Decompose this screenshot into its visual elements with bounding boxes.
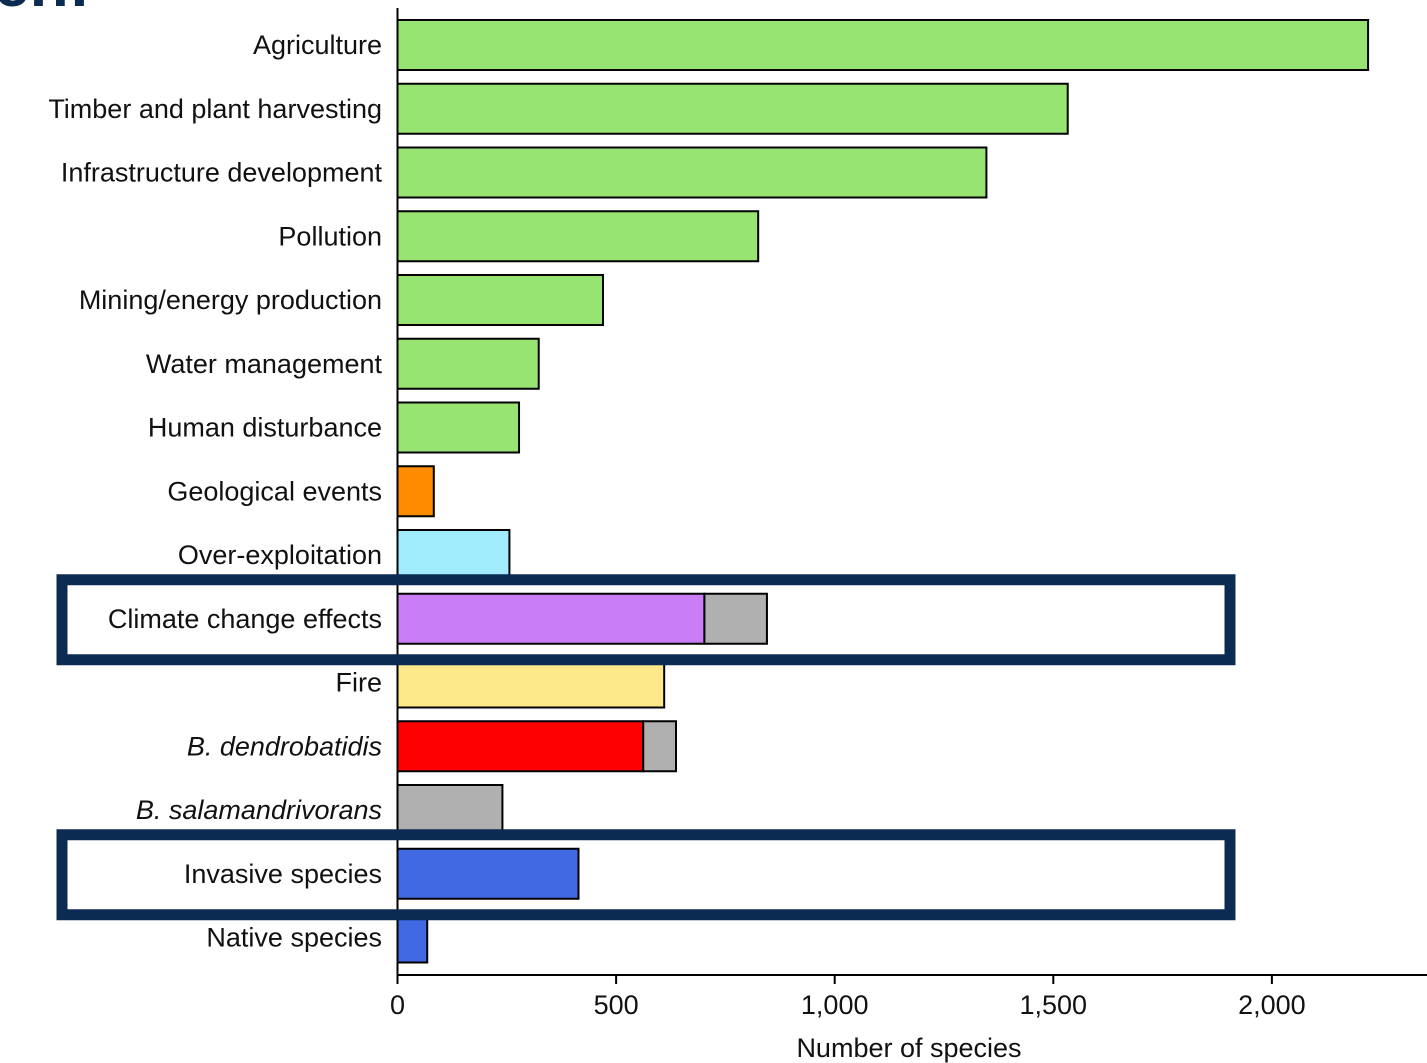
- category-label-timber-and-plant-harvesting: Timber and plant harvesting: [48, 94, 382, 124]
- category-label-b-dendrobatidis: B. dendrobatidis: [187, 731, 382, 761]
- category-label-invasive-species: Invasive species: [184, 859, 382, 889]
- category-label-fire: Fire: [336, 668, 383, 698]
- bar-geological-events: [396, 465, 435, 518]
- category-label-infrastructure-development: Infrastructure development: [61, 158, 383, 188]
- x-tick-label-0: 0: [390, 990, 405, 1020]
- category-label-pollution: Pollution: [278, 221, 382, 251]
- category-label-b-salamandrivorans: B. salamandrivorans: [136, 795, 382, 825]
- category-label-human-disturbance: Human disturbance: [148, 413, 382, 443]
- bar-b-dendrobatidis-segment-2: [642, 720, 677, 773]
- category-label-agriculture: Agriculture: [253, 30, 382, 60]
- bar-agriculture: [396, 19, 1370, 71]
- category-label-native-species: Native species: [206, 923, 382, 953]
- x-axis-title: Number of species: [796, 1033, 1021, 1063]
- category-label-climate-change-effects: Climate change effects: [108, 604, 382, 634]
- bar-fire: [396, 656, 666, 709]
- partial-title: en:: [0, 0, 90, 20]
- highlight-box-invasive-species: [56, 829, 1236, 921]
- bar-human-disturbance: [396, 401, 521, 454]
- bar-climate-change-effects-segment-1: [396, 592, 706, 645]
- category-labels: Agriculture Timber and plant harvesting In…: [48, 30, 382, 953]
- x-tick-label-500: 500: [594, 990, 639, 1020]
- x-tick-label-1500: 1,500: [1020, 990, 1088, 1020]
- bar-water-management: [396, 337, 540, 390]
- bar-timber-and-plant-harvesting: [396, 82, 1069, 135]
- category-label-over-exploitation: Over-exploitation: [178, 540, 382, 570]
- bar-over-exploitation: [396, 529, 511, 581]
- bar-b-dendrobatidis-segment-1: [396, 720, 645, 773]
- bar-infrastructure-development: [396, 146, 988, 199]
- x-tick-label-1000: 1,000: [801, 990, 869, 1020]
- highlight-box-climate-change-effects: [56, 574, 1236, 666]
- bar-mining-energy-production: [396, 274, 604, 326]
- category-label-geological-events: Geological events: [167, 476, 382, 506]
- bar-climate-change-effects-segment-2: [703, 592, 768, 645]
- bar-b-salamandrivorans: [396, 784, 504, 836]
- highlights-group: [56, 574, 1236, 921]
- category-label-mining-energy-production: Mining/energy production: [79, 285, 382, 315]
- bars-group: [396, 19, 1370, 964]
- bar-invasive-species: [396, 847, 580, 900]
- bar-native-species: [396, 911, 429, 964]
- axes-group: 0 500 1,000 1,500 2,000: [390, 8, 1427, 1020]
- category-label-water-management: Water management: [146, 349, 383, 379]
- bar-pollution: [396, 210, 760, 263]
- x-tick-label-2000: 2,000: [1238, 990, 1306, 1020]
